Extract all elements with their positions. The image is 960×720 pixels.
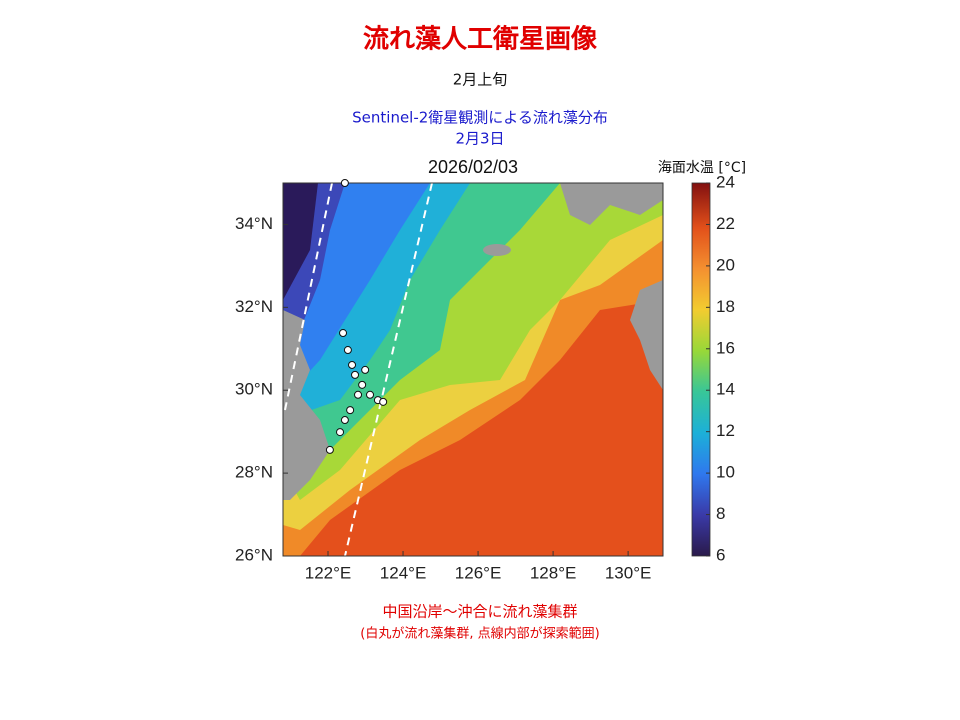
seaweed-patch <box>325 445 334 454</box>
colorbar-tick-label: 20 <box>716 255 735 274</box>
x-tick-label: 126°E <box>455 563 502 582</box>
seaweed-patch <box>343 346 352 355</box>
colorbar-tick-label: 12 <box>716 421 735 440</box>
colorbar-tick-label: 18 <box>716 297 735 316</box>
sst-field <box>283 183 663 556</box>
seaweed-patch <box>379 397 388 406</box>
period: 2月上旬 <box>453 71 508 89</box>
y-tick-label: 32°N <box>235 297 273 316</box>
seaweed-patch <box>366 390 375 399</box>
source: Sentinel-2衛星観測による流れ藻分布 <box>352 109 608 127</box>
seaweed-patch <box>354 390 363 399</box>
note: (白丸が流れ藻集群, 点線内部が探索範囲) <box>360 626 599 642</box>
colorbar-tick-label: 22 <box>716 214 735 233</box>
axes: 122°E 124°E 126°E 128°E 130°E 26°N 28°N 30°N 32°… <box>235 172 735 582</box>
x-tick-label: 130°E <box>605 563 652 582</box>
seaweed-patch <box>339 329 348 338</box>
x-tick-label: 122°E <box>305 563 352 582</box>
seaweed-patch <box>361 365 370 374</box>
seaweed-patch <box>340 179 349 187</box>
seaweed-patch <box>348 360 357 369</box>
colorbar-label: 海面水温 [°C] <box>658 160 746 176</box>
x-tick-label: 128°E <box>530 563 577 582</box>
seaweed-patch <box>340 416 349 425</box>
x-tick-label: 124°E <box>380 563 427 582</box>
page-title: 流れ藻人工衛星画像 <box>363 25 597 55</box>
y-tick-label: 28°N <box>235 463 273 482</box>
obs-date: 2月3日 <box>455 130 504 148</box>
seaweed-patch <box>351 370 360 379</box>
colorbar <box>691 182 711 557</box>
colorbar-tick-label: 24 <box>716 172 735 191</box>
map-frame <box>282 182 664 557</box>
y-tick-label: 26°N <box>235 545 273 564</box>
colorbar-tick-label: 8 <box>716 504 725 523</box>
seaweed-patch <box>346 406 355 415</box>
colorbar-tick-label: 10 <box>716 463 735 482</box>
colorbar-tick-label: 14 <box>716 380 735 399</box>
y-tick-label: 30°N <box>235 380 273 399</box>
colorbar-tick-label: 6 <box>716 545 725 564</box>
colorbar-tick-label: 16 <box>716 338 735 357</box>
map-title: 2026/02/03 <box>428 157 518 177</box>
caption: 中国沿岸～沖合に流れ藻集群 <box>382 603 577 621</box>
seaweed-patch <box>358 380 367 389</box>
seaweed-patch <box>336 428 345 437</box>
y-tick-label: 34°N <box>235 214 273 233</box>
